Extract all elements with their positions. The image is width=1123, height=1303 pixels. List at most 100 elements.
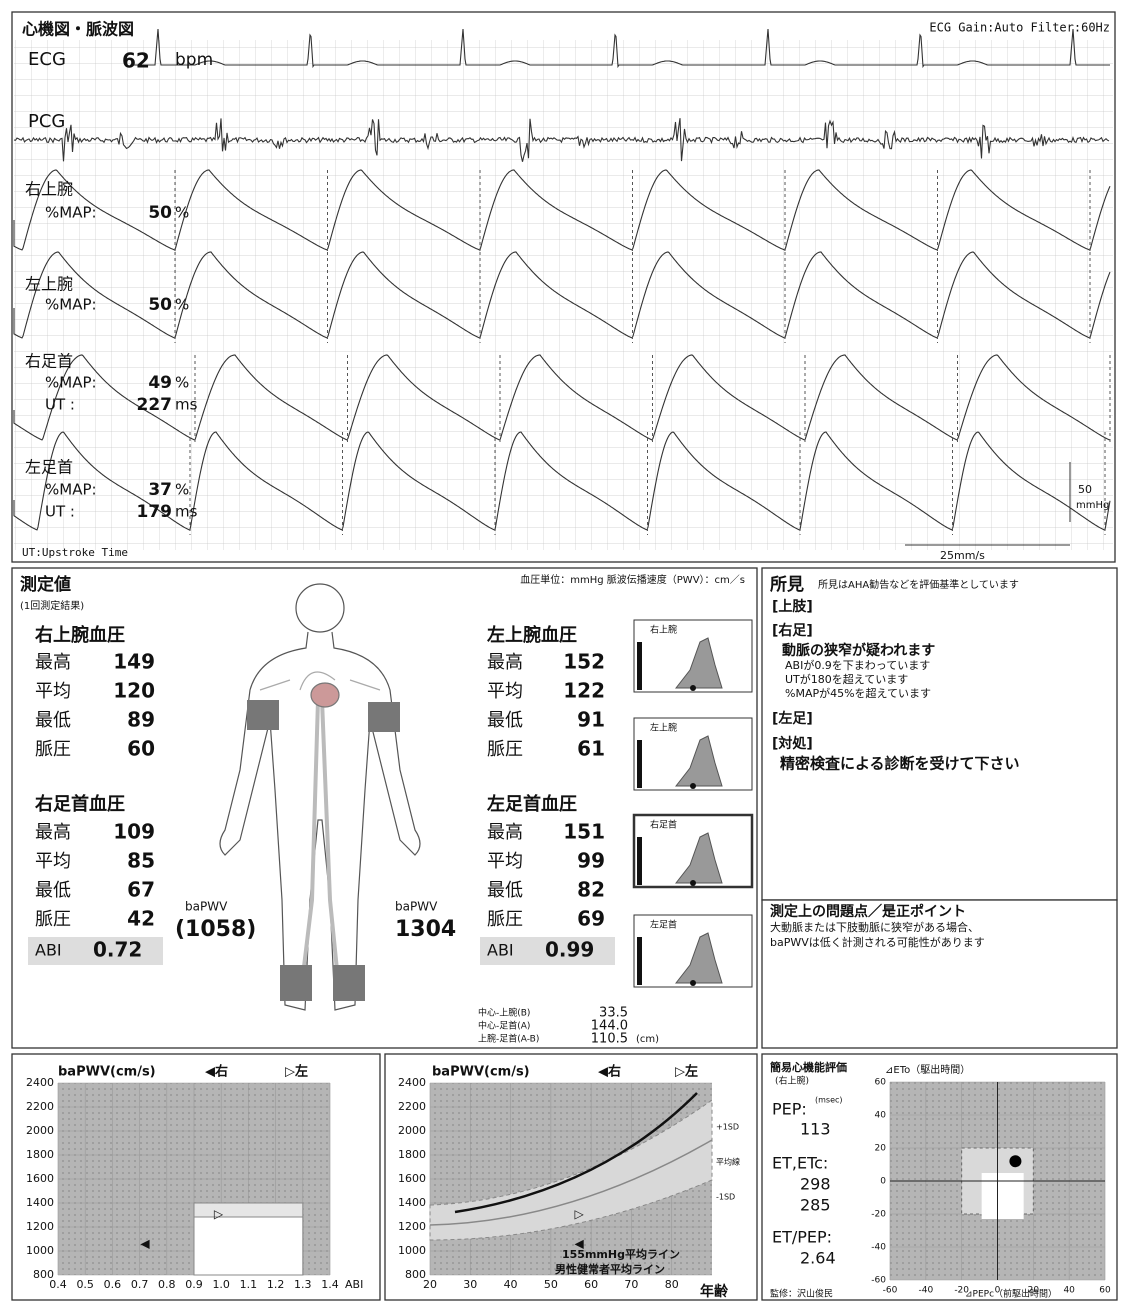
y-tick-label: -60 — [871, 1276, 886, 1286]
row-value: 50 — [148, 295, 172, 315]
y-tick-label: -20 — [871, 1210, 886, 1220]
mini-label: 右足首 — [650, 819, 677, 831]
x-tick-label: 0.8 — [158, 1278, 176, 1291]
mini-bar — [637, 837, 642, 885]
bapwv-value: 1304 — [395, 917, 456, 942]
y-tick-label: 1400 — [398, 1196, 426, 1209]
findings-panel — [762, 568, 1117, 900]
bp-value: 85 — [127, 849, 155, 873]
y-tick-label: 1600 — [26, 1172, 54, 1185]
row-name: %MAP: — [45, 296, 97, 314]
supervisor: 監修：沢山俊民 — [770, 1288, 833, 1300]
y-tick-label: 1200 — [398, 1220, 426, 1233]
chart-subtitle: (右上腕) — [775, 1075, 809, 1087]
y-tick-label: 1000 — [398, 1244, 426, 1257]
y-tick-label: 1800 — [26, 1148, 54, 1161]
bp-value: 61 — [577, 737, 605, 761]
bp-label: 最高 — [35, 822, 71, 843]
band-label: 平均線 — [716, 1157, 740, 1167]
report: 心機図・脈波図ECG Gain:Auto Filter:60HzECG62bpm… — [0, 0, 1123, 1303]
finding-line: [左足] — [772, 710, 813, 727]
point: ◀ — [574, 1237, 584, 1251]
band-label: +1SD — [716, 1123, 739, 1132]
x-tick-label: 80 — [665, 1278, 679, 1291]
distance-label: 中心-上腕(B) — [478, 1007, 530, 1019]
heart-rate-unit: bpm — [175, 50, 213, 70]
row-unit: % — [175, 374, 189, 392]
bp-label: 脈圧 — [35, 739, 71, 760]
x-axis-label: 年齢 — [700, 1283, 729, 1300]
bp-value: 122 — [563, 679, 605, 703]
ratio-label: ET/PEP: — [772, 1228, 832, 1247]
pcg-label: PCG — [28, 111, 65, 132]
chart-title: baPWV(cm/s) — [432, 1065, 530, 1080]
problem-line: 大動脈または下肢動脈に狭窄がある場合、 — [770, 920, 979, 934]
y-tick-label: 1400 — [26, 1196, 54, 1209]
y-tick-label: 60 — [875, 1078, 887, 1088]
finding-line: %MAPが45%を超えています — [785, 686, 931, 700]
row-unit: % — [175, 296, 189, 314]
mini-label: 右上腕 — [650, 624, 677, 636]
y-tick-label: 1600 — [398, 1172, 426, 1185]
bp-value: 151 — [563, 820, 605, 844]
mini-label: 左足首 — [650, 919, 677, 931]
bp-label: 平均 — [35, 681, 71, 702]
y-tick-label: 2200 — [26, 1100, 54, 1113]
group-title: 右足首血圧 — [35, 793, 125, 815]
finding-line: [対処] — [772, 735, 813, 752]
abi-label: ABI — [35, 941, 62, 960]
channel-label: 右足首 — [25, 352, 73, 371]
bp-label: 平均 — [487, 851, 523, 872]
bp-value: 91 — [577, 708, 605, 732]
bp-value: 149 — [113, 650, 155, 674]
settings: ECG Gain:Auto Filter:60Hz — [929, 21, 1110, 35]
section-title: 測定値 — [20, 574, 71, 595]
mini-dot — [690, 980, 696, 986]
mini-dot — [690, 685, 696, 691]
channel-label: 右上腕 — [25, 180, 73, 199]
pep-label: PEP: — [772, 1100, 807, 1119]
x-tick-label: 1.2 — [267, 1278, 285, 1291]
bp-label: 最低 — [487, 710, 523, 731]
row-value: 227 — [137, 395, 173, 415]
y-tick-label: 40 — [875, 1111, 887, 1121]
speed: 25mm/s — [940, 549, 985, 562]
legend: ◀右 — [205, 1064, 228, 1080]
finding-line: [右足] — [772, 622, 813, 639]
chart-title: 簡易心機能評価 — [770, 1060, 847, 1074]
bp-value: 89 — [127, 708, 155, 732]
note: 男性健常者平均ライン — [555, 1262, 665, 1276]
bapwv-value: (1058) — [175, 917, 256, 942]
distance-label: 中心-足首(A) — [478, 1020, 530, 1032]
x-axis-label: ⊿PEPc（前駆出時間） — [965, 1288, 1057, 1300]
y-tick-label: 20 — [875, 1144, 887, 1154]
findings-note: 所見はAHA勧告などを評価基準としています — [818, 578, 1019, 591]
legend: ◀右 — [598, 1064, 621, 1080]
panel-title: 心機図・脈波図 — [22, 20, 134, 39]
distance-value: 110.5 — [591, 1032, 628, 1047]
x-tick-label: 1.3 — [294, 1278, 312, 1291]
point — [1009, 1155, 1021, 1167]
normal-region — [194, 1217, 303, 1275]
et-value: 298 — [800, 1175, 831, 1194]
bapwv-label: baPWV — [185, 900, 228, 914]
section-subtitle: (1回測定結果) — [20, 599, 84, 612]
group-title: 左足首血圧 — [487, 793, 577, 815]
row-name: UT : — [45, 503, 75, 521]
finding-line: UTが180を超えています — [785, 672, 908, 686]
point: ◀ — [140, 1237, 150, 1251]
bp-value: 69 — [577, 907, 605, 931]
finding-line: [上肢] — [772, 599, 813, 615]
core-region — [982, 1173, 1024, 1219]
y-tick-label: 1200 — [26, 1220, 54, 1233]
legend: ▷左 — [285, 1064, 308, 1080]
footnote: UT:Upstroke Time — [22, 546, 128, 559]
pep-value: 113 — [800, 1120, 831, 1139]
x-tick-label: 0.7 — [131, 1278, 149, 1291]
x-tick-label: 0.5 — [76, 1278, 94, 1291]
row-unit: ms — [175, 396, 198, 414]
mini-bar — [637, 740, 642, 788]
row-name: %MAP: — [45, 374, 97, 392]
chart-title: baPWV(cm/s) — [58, 1065, 156, 1080]
bp-value: 82 — [577, 878, 605, 902]
